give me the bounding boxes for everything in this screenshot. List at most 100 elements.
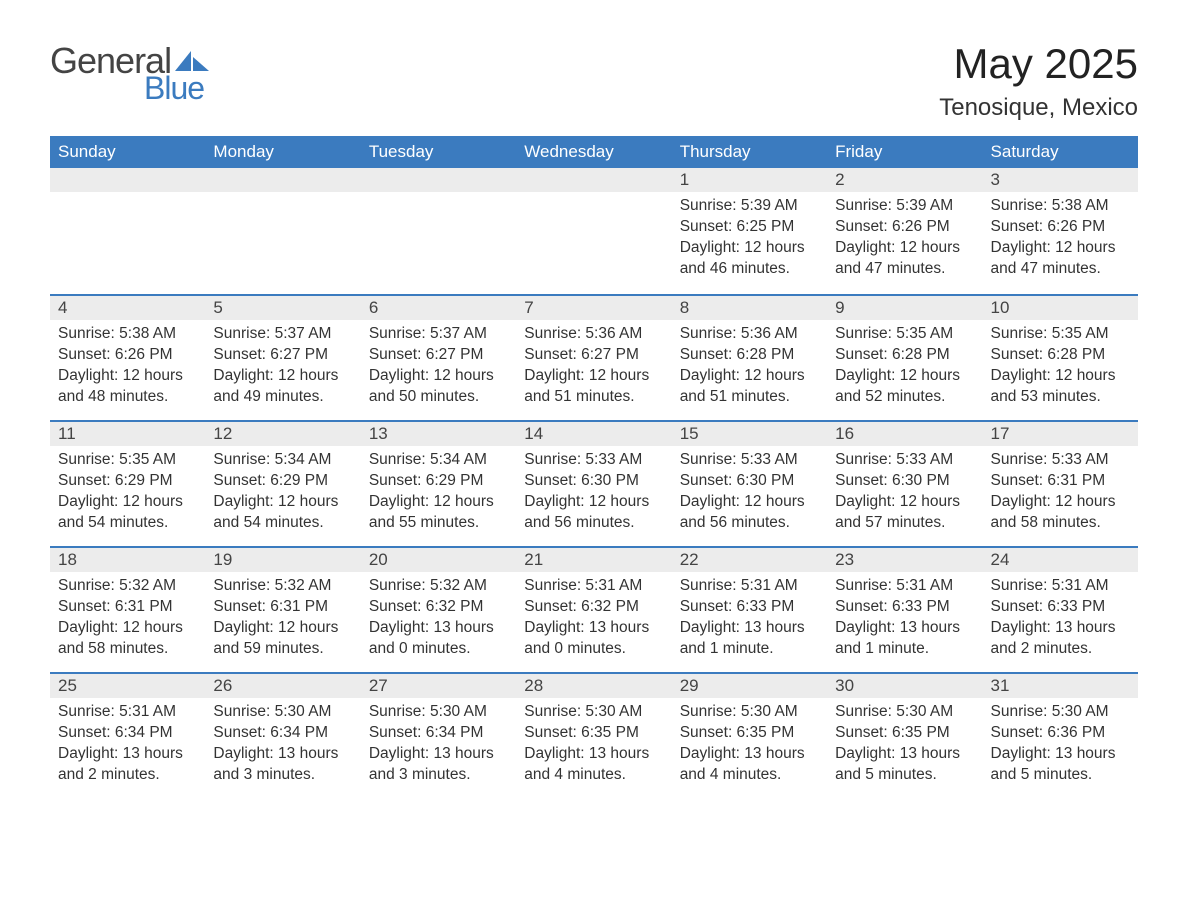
sunset-text: Sunset: 6:26 PM (991, 217, 1130, 238)
day-cell: 22Sunrise: 5:31 AMSunset: 6:33 PMDayligh… (672, 548, 827, 672)
daylight-text: Daylight: 13 hours and 0 minutes. (524, 618, 663, 660)
day-cell (205, 168, 360, 294)
sunset-text: Sunset: 6:30 PM (835, 471, 974, 492)
sunrise-text: Sunrise: 5:33 AM (991, 450, 1130, 471)
day-cell: 2Sunrise: 5:39 AMSunset: 6:26 PMDaylight… (827, 168, 982, 294)
daylight-text: Daylight: 13 hours and 4 minutes. (524, 744, 663, 786)
daylight-text: Daylight: 13 hours and 1 minute. (835, 618, 974, 660)
sunrise-text: Sunrise: 5:30 AM (369, 702, 508, 723)
sunset-text: Sunset: 6:25 PM (680, 217, 819, 238)
daylight-text: Daylight: 12 hours and 57 minutes. (835, 492, 974, 534)
daylight-text: Daylight: 12 hours and 55 minutes. (369, 492, 508, 534)
sunrise-text: Sunrise: 5:34 AM (369, 450, 508, 471)
sunrise-text: Sunrise: 5:32 AM (369, 576, 508, 597)
day-body: Sunrise: 5:30 AMSunset: 6:34 PMDaylight:… (205, 698, 360, 794)
day-number: 10 (983, 296, 1138, 320)
day-cell: 7Sunrise: 5:36 AMSunset: 6:27 PMDaylight… (516, 296, 671, 420)
day-body: Sunrise: 5:31 AMSunset: 6:32 PMDaylight:… (516, 572, 671, 668)
sunset-text: Sunset: 6:35 PM (680, 723, 819, 744)
sunrise-text: Sunrise: 5:31 AM (680, 576, 819, 597)
logo-text-blue: Blue (144, 70, 204, 107)
day-number: 15 (672, 422, 827, 446)
sunset-text: Sunset: 6:29 PM (58, 471, 197, 492)
sunset-text: Sunset: 6:28 PM (991, 345, 1130, 366)
sunrise-text: Sunrise: 5:30 AM (680, 702, 819, 723)
day-cell: 8Sunrise: 5:36 AMSunset: 6:28 PMDaylight… (672, 296, 827, 420)
day-body: Sunrise: 5:31 AMSunset: 6:33 PMDaylight:… (672, 572, 827, 668)
day-number: 21 (516, 548, 671, 572)
day-body: Sunrise: 5:36 AMSunset: 6:28 PMDaylight:… (672, 320, 827, 416)
sunset-text: Sunset: 6:27 PM (369, 345, 508, 366)
day-cell: 3Sunrise: 5:38 AMSunset: 6:26 PMDaylight… (983, 168, 1138, 294)
daylight-text: Daylight: 13 hours and 4 minutes. (680, 744, 819, 786)
sunrise-text: Sunrise: 5:39 AM (835, 196, 974, 217)
day-number: 23 (827, 548, 982, 572)
sunrise-text: Sunrise: 5:30 AM (991, 702, 1130, 723)
sunset-text: Sunset: 6:29 PM (369, 471, 508, 492)
sunset-text: Sunset: 6:30 PM (524, 471, 663, 492)
daylight-text: Daylight: 12 hours and 50 minutes. (369, 366, 508, 408)
sunset-text: Sunset: 6:33 PM (991, 597, 1130, 618)
day-header-row: SundayMondayTuesdayWednesdayThursdayFrid… (50, 136, 1138, 168)
sunset-text: Sunset: 6:30 PM (680, 471, 819, 492)
day-cell: 29Sunrise: 5:30 AMSunset: 6:35 PMDayligh… (672, 674, 827, 798)
sunrise-text: Sunrise: 5:36 AM (680, 324, 819, 345)
day-body: Sunrise: 5:34 AMSunset: 6:29 PMDaylight:… (205, 446, 360, 542)
day-body: Sunrise: 5:31 AMSunset: 6:33 PMDaylight:… (827, 572, 982, 668)
daylight-text: Daylight: 12 hours and 53 minutes. (991, 366, 1130, 408)
daylight-text: Daylight: 13 hours and 5 minutes. (835, 744, 974, 786)
day-cell: 20Sunrise: 5:32 AMSunset: 6:32 PMDayligh… (361, 548, 516, 672)
sunset-text: Sunset: 6:34 PM (369, 723, 508, 744)
week-row: 25Sunrise: 5:31 AMSunset: 6:34 PMDayligh… (50, 672, 1138, 798)
sunset-text: Sunset: 6:26 PM (58, 345, 197, 366)
day-body: Sunrise: 5:30 AMSunset: 6:35 PMDaylight:… (827, 698, 982, 794)
sunset-text: Sunset: 6:33 PM (680, 597, 819, 618)
day-number: 2 (827, 168, 982, 192)
sunset-text: Sunset: 6:35 PM (835, 723, 974, 744)
day-cell: 4Sunrise: 5:38 AMSunset: 6:26 PMDaylight… (50, 296, 205, 420)
day-body: Sunrise: 5:38 AMSunset: 6:26 PMDaylight:… (50, 320, 205, 416)
day-body: Sunrise: 5:31 AMSunset: 6:34 PMDaylight:… (50, 698, 205, 794)
day-body: Sunrise: 5:33 AMSunset: 6:31 PMDaylight:… (983, 446, 1138, 542)
daylight-text: Daylight: 12 hours and 54 minutes. (58, 492, 197, 534)
day-body: Sunrise: 5:37 AMSunset: 6:27 PMDaylight:… (361, 320, 516, 416)
day-body: Sunrise: 5:35 AMSunset: 6:28 PMDaylight:… (983, 320, 1138, 416)
day-cell: 16Sunrise: 5:33 AMSunset: 6:30 PMDayligh… (827, 422, 982, 546)
sunrise-text: Sunrise: 5:35 AM (58, 450, 197, 471)
day-cell: 23Sunrise: 5:31 AMSunset: 6:33 PMDayligh… (827, 548, 982, 672)
day-header-cell: Sunday (50, 136, 205, 168)
day-cell: 25Sunrise: 5:31 AMSunset: 6:34 PMDayligh… (50, 674, 205, 798)
sunrise-text: Sunrise: 5:31 AM (991, 576, 1130, 597)
daylight-text: Daylight: 12 hours and 59 minutes. (213, 618, 352, 660)
day-cell: 11Sunrise: 5:35 AMSunset: 6:29 PMDayligh… (50, 422, 205, 546)
sunset-text: Sunset: 6:32 PM (369, 597, 508, 618)
sunset-text: Sunset: 6:36 PM (991, 723, 1130, 744)
day-body: Sunrise: 5:32 AMSunset: 6:31 PMDaylight:… (205, 572, 360, 668)
daylight-text: Daylight: 12 hours and 56 minutes. (524, 492, 663, 534)
day-number: 3 (983, 168, 1138, 192)
day-cell: 18Sunrise: 5:32 AMSunset: 6:31 PMDayligh… (50, 548, 205, 672)
sunrise-text: Sunrise: 5:32 AM (213, 576, 352, 597)
sunrise-text: Sunrise: 5:39 AM (680, 196, 819, 217)
day-number: 31 (983, 674, 1138, 698)
day-body: Sunrise: 5:39 AMSunset: 6:26 PMDaylight:… (827, 192, 982, 288)
day-number: 24 (983, 548, 1138, 572)
day-header-cell: Saturday (983, 136, 1138, 168)
sunset-text: Sunset: 6:28 PM (835, 345, 974, 366)
logo: General Blue (50, 40, 209, 107)
day-cell: 27Sunrise: 5:30 AMSunset: 6:34 PMDayligh… (361, 674, 516, 798)
daylight-text: Daylight: 13 hours and 3 minutes. (213, 744, 352, 786)
week-row: 1Sunrise: 5:39 AMSunset: 6:25 PMDaylight… (50, 168, 1138, 294)
day-number: 7 (516, 296, 671, 320)
day-number: 4 (50, 296, 205, 320)
day-header-cell: Wednesday (516, 136, 671, 168)
day-cell: 9Sunrise: 5:35 AMSunset: 6:28 PMDaylight… (827, 296, 982, 420)
sunrise-text: Sunrise: 5:35 AM (991, 324, 1130, 345)
day-cell: 12Sunrise: 5:34 AMSunset: 6:29 PMDayligh… (205, 422, 360, 546)
day-body: Sunrise: 5:32 AMSunset: 6:31 PMDaylight:… (50, 572, 205, 668)
day-number-bar (50, 168, 205, 192)
day-number: 28 (516, 674, 671, 698)
daylight-text: Daylight: 12 hours and 52 minutes. (835, 366, 974, 408)
day-body: Sunrise: 5:35 AMSunset: 6:28 PMDaylight:… (827, 320, 982, 416)
day-body: Sunrise: 5:36 AMSunset: 6:27 PMDaylight:… (516, 320, 671, 416)
